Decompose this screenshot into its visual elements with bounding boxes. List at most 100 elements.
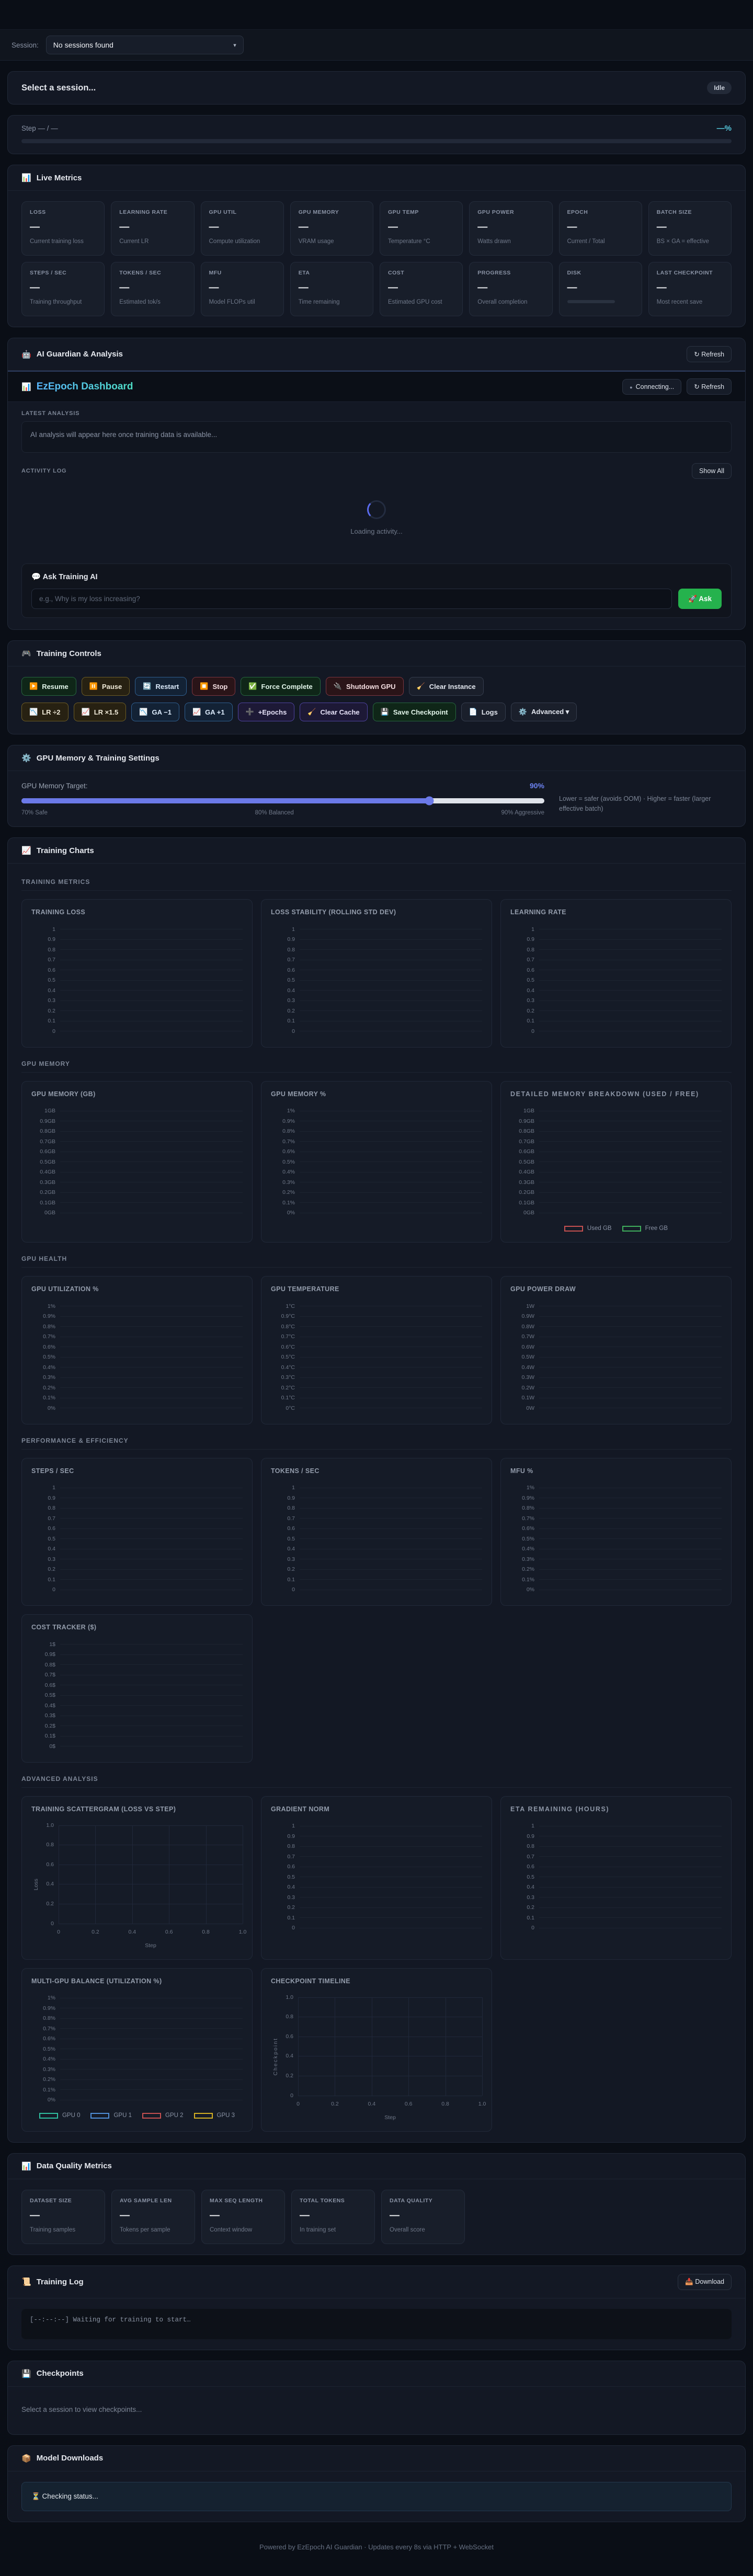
control-ga-1[interactable]: 📈 GA +1 [184,703,233,721]
chart-tick-label: 1 [292,1485,295,1491]
chart-grid-line [539,1846,722,1847]
metric-label: TOKENS / SEC [119,270,162,276]
metric-value: — [477,222,488,233]
chart-title: STEPS / SEC [31,1467,74,1475]
chart-tick-row: 0.7 [31,1513,243,1524]
chart-tick-label: 0.6% [43,1343,55,1350]
chart-tick-row: 0.1 [271,1016,482,1027]
control-force-complete[interactable]: ✅ Force Complete [241,677,321,696]
chart-grid-line [300,1508,482,1509]
metric-desc: Current LR [119,238,149,245]
control-logs[interactable]: 📄 Logs [461,703,506,721]
chart-grid-line [60,2028,243,2029]
chart-tick-label: 0.9 [287,936,295,943]
control-save-checkpoint[interactable]: 💾 Save Checkpoint [372,703,456,721]
legend-item-free-gb: Free GB [622,1225,668,1232]
chart-tick-row: 0.6W [510,1342,722,1352]
control-epochs[interactable]: ➕ +Epochs [237,703,295,721]
chart-tick-label: 0.5GB [40,1158,55,1165]
chart-tick-label: 0.7% [282,1138,295,1145]
metric-card-tokens-sec: TOKENS / SEC — Estimated tok/s [111,262,195,316]
chart-tick-label: 0.9 [48,936,55,943]
data-chart-icon: 📊 [21,2161,31,2171]
log-viewer[interactable]: [--:--:--] Waiting for training to start… [21,2308,732,2339]
chart-tick-row: 0.1 [271,1913,482,1923]
chart-tick-row: 0.3°C [271,1373,482,1383]
scroll-icon: 📜 [21,2278,31,2286]
chart-tick-label: 0.8% [43,1323,55,1330]
scatter-xtick: 0.6 [404,2100,413,2107]
metric-label: ETA [298,270,310,276]
ask-ai-input[interactable] [31,589,672,609]
control-lr-1-5[interactable]: 📈 LR ×1.5 [73,703,127,721]
chart-tick-label: 0°C [286,1405,295,1411]
chart-tick-label: 0.8% [43,2015,55,2022]
scatter-ytick: 1.0 [286,1994,293,2000]
chart-tick-row: 0.6 [31,965,243,975]
chart-legend: Used GB Free GB [510,1225,722,1232]
chart-tick-row: 0.4 [510,1882,722,1893]
session-select[interactable]: No sessions found ▾ [45,36,244,54]
chart-tick-label: 0.1°C [281,1395,295,1401]
control-shutdown-gpu[interactable]: 🔌 Shutdown GPU [325,677,404,696]
control-resume[interactable]: ▶️ Resume [21,677,76,696]
control-stop[interactable]: ⏹️ Stop [192,677,236,696]
control-pause[interactable]: ⏸️ Pause [81,677,130,696]
chart-tick-label: 0.3GB [519,1179,534,1186]
metric-desc: Tokens per sample [120,2226,170,2233]
control-clear-cache[interactable]: 🧹 Clear Cache [300,703,368,721]
legend-swatch-icon [564,1225,583,1232]
chart-tick-label: 0.7$ [44,1672,55,1678]
save-checkpoint-icon: 💾 [380,708,389,716]
connection-status-button[interactable]: ● Connecting... [622,378,682,395]
chart-tick-row: 0.4GB [510,1167,722,1178]
chart-grid-line [539,1917,722,1918]
guardian-refresh-button[interactable]: ↻ Refresh [687,346,732,362]
metric-value: — [300,2210,310,2221]
show-all-button[interactable]: Show All [692,463,732,479]
control-advanced[interactable]: ⚙️ Advanced ▾ [510,703,577,721]
scatter-xlabel: Step [384,2114,396,2121]
chart-tick-label: 0.5 [48,977,55,984]
chart-tick-label: 0.5% [282,1158,295,1165]
metric-desc: Most recent save [656,299,703,305]
control-clear-instance[interactable]: 🧹 Clear Instance [408,677,484,696]
chart-gpu-power-draw: GPU POWER DRAW 1W 0.9W 0.8W 0.7W 0.6W 0.5W 0.4W… [500,1276,732,1424]
chart-tick-row: 0.6% [31,1342,243,1352]
legend-swatch-icon [39,2112,58,2119]
chart-tick-label: 0.7W [521,1333,534,1340]
chart-tick-row: 0.2W [510,1383,722,1393]
chart-tick-label: 0.8$ [44,1661,55,1668]
memory-slider[interactable] [21,796,544,806]
chart-tick-row: 0.7% [510,1513,722,1524]
chart-tick-label: 0.5W [521,1354,534,1361]
chart-tick-row: 0.7W [510,1332,722,1342]
chart-grid-line [300,1000,482,1001]
dashboard-refresh-button[interactable]: ↻ Refresh [687,378,732,395]
chart-tick-row: 0.3$ [31,1711,243,1721]
chart-tick-label: 0.9 [527,936,534,943]
chart-tick-row: 0.2% [31,1383,243,1393]
control-ga-1[interactable]: 📉 GA −1 [131,703,179,721]
chart-grid-line [539,1010,722,1011]
download-log-button[interactable]: 📥 Download [678,2273,732,2290]
chart-title: COST TRACKER ($) [31,1624,97,1631]
chart-tick-label: 0.4% [282,1169,295,1176]
ask-button[interactable]: 🚀 Ask [678,589,722,609]
control-lr-2[interactable]: 📉 LR ÷2 [21,703,69,721]
chart-tick-row: 1% [31,1993,243,2004]
model-downloads-title: Model Downloads [36,2454,104,2463]
session-select-value: No sessions found [53,41,113,49]
metric-label: GPU UTIL [209,209,237,215]
chart-tick-label: 0.2% [43,1384,55,1391]
chart-grid-line [539,1387,722,1388]
chart-grid-line [539,1518,722,1519]
memory-slider-thumb[interactable] [425,796,434,806]
metric-label: MAX SEQ LENGTH [210,2197,263,2204]
chart-tick-row: 1 [31,924,243,935]
chart-grid-line [539,939,722,940]
control-label: Resume [42,682,69,691]
control-restart[interactable]: 🔄 Restart [135,677,187,696]
chart-grid-line [300,1377,482,1378]
chart-tick-label: 0.3 [48,997,55,1004]
